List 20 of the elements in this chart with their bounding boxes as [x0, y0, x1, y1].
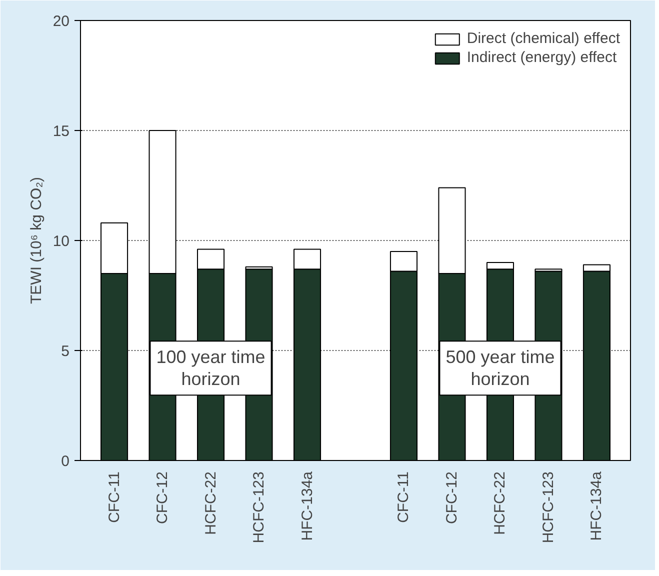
y-axis-title: TEWI (10⁶ kg CO₂) [28, 176, 45, 304]
x-tick-label: HFC-134a [298, 470, 316, 541]
x-tick-label: CFC-12 [154, 471, 172, 524]
x-tick-label: CFC-11 [106, 471, 123, 523]
x-tick-label: HCFC-22 [202, 471, 220, 535]
x-tick-label: HFC-134a [588, 470, 606, 541]
legend-label: Direct (chemical) effect [466, 30, 620, 47]
annotation: 100 year time horizon [156, 347, 266, 390]
x-tick-label: HCFC-22 [492, 471, 509, 535]
annotation: 500 year time horizon [446, 347, 555, 390]
x-tick-label: HCFC-123 [250, 471, 268, 544]
y-tick-label: 10 [52, 233, 70, 250]
x-tick-label: CFC-11 [395, 471, 412, 523]
legend-label: Indirect (energy) effect [466, 49, 617, 66]
x-tick-label: CFC-12 [443, 471, 460, 524]
y-tick-label: 15 [52, 123, 70, 140]
x-tick-label: HCFC-123 [540, 471, 557, 544]
y-tick-label: 20 [52, 13, 70, 30]
y-tick-label: 0 [61, 453, 70, 470]
y-tick-label: 5 [61, 343, 70, 360]
